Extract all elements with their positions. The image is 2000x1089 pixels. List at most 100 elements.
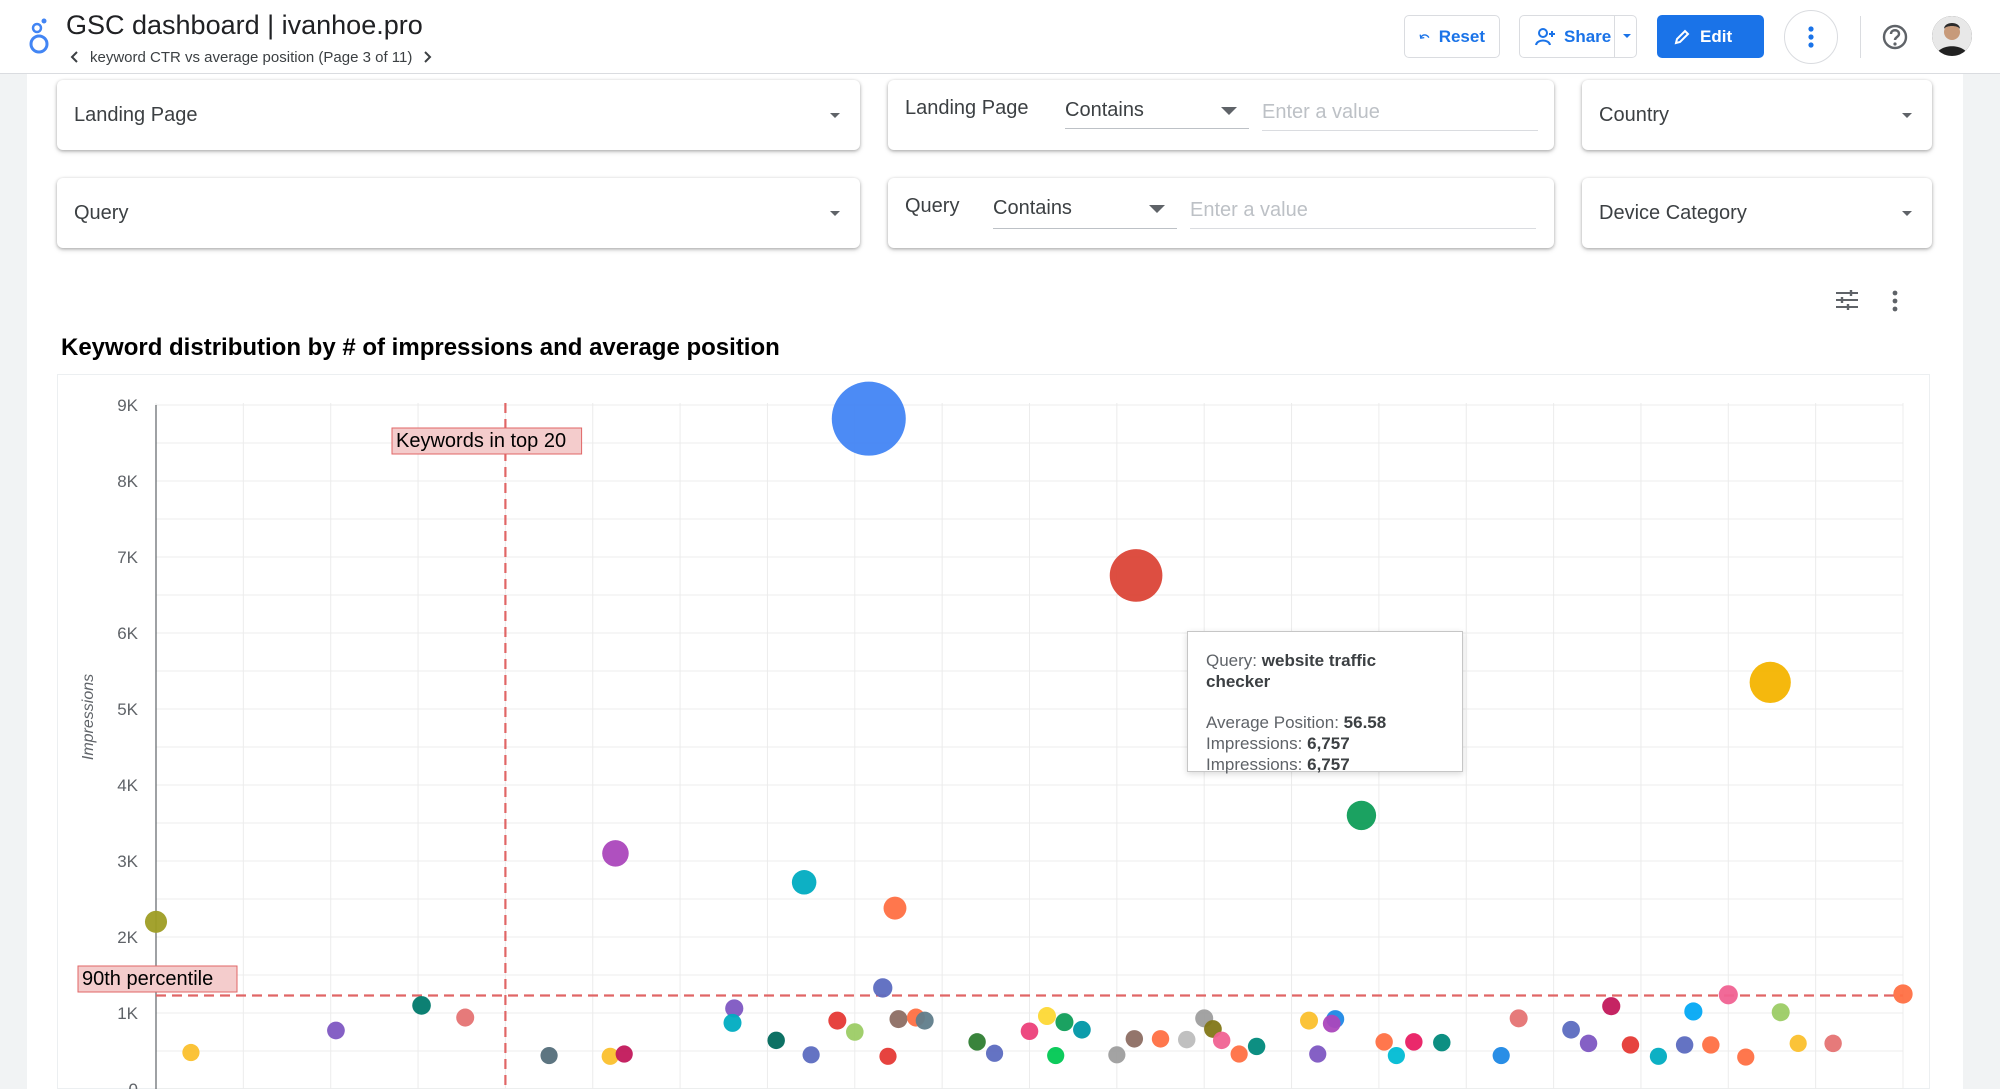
device-category-dropdown-label: Device Category bbox=[1599, 202, 1747, 224]
landing-page-dropdown[interactable]: Landing Page bbox=[57, 80, 860, 150]
data-point bbox=[1346, 800, 1377, 831]
device-category-dropdown[interactable]: Device Category bbox=[1582, 178, 1932, 248]
data-point bbox=[1433, 1033, 1451, 1052]
toolbar-divider bbox=[1860, 16, 1861, 58]
tooltip-avg-pos-value: 56.58 bbox=[1343, 713, 1387, 732]
data-point bbox=[456, 1008, 475, 1027]
reset-label: Reset bbox=[1438, 26, 1485, 46]
query-operator-select[interactable]: Contains bbox=[993, 193, 1177, 229]
data-point bbox=[1125, 1030, 1144, 1048]
data-point bbox=[1405, 1033, 1423, 1051]
data-point bbox=[725, 999, 744, 1018]
data-point bbox=[1055, 1013, 1074, 1032]
query-dropdown-label: Query bbox=[74, 202, 129, 224]
data-point bbox=[144, 910, 168, 933]
data-point bbox=[602, 840, 629, 867]
data-point bbox=[327, 1021, 345, 1040]
data-point bbox=[1718, 985, 1738, 1005]
pencil-icon bbox=[1674, 29, 1690, 44]
y-tick-label: 5K bbox=[117, 700, 138, 719]
data-point bbox=[846, 1023, 864, 1041]
tooltip-impressions2-value: 6,757 bbox=[1307, 755, 1350, 774]
next-page-icon[interactable] bbox=[418, 48, 436, 66]
data-point bbox=[1579, 1034, 1598, 1053]
percentile-annotation-label-text: 90th percentile bbox=[82, 968, 213, 990]
data-point bbox=[767, 1031, 785, 1050]
y-axis-title: Impressions bbox=[80, 674, 97, 760]
edit-button[interactable]: Edit bbox=[1657, 15, 1764, 58]
country-dropdown[interactable]: Country bbox=[1582, 80, 1932, 150]
help-icon[interactable] bbox=[1878, 20, 1912, 54]
tooltip-impressions-label: Impressions: bbox=[1206, 734, 1303, 753]
data-point bbox=[1230, 1045, 1248, 1063]
data-point bbox=[1387, 1046, 1405, 1065]
query-filter: Query Contains bbox=[888, 178, 1554, 248]
top-bar: GSC dashboard | ivanhoe.pro keyword CTR … bbox=[0, 0, 2000, 74]
undo-icon bbox=[1419, 33, 1430, 39]
landing-page-filter-label: Landing Page bbox=[905, 97, 1029, 119]
data-point bbox=[1702, 1036, 1720, 1054]
y-tick-label: 0 bbox=[129, 1080, 138, 1089]
landing-page-operator-value: Contains bbox=[1065, 99, 1144, 121]
dropdown-arrow-icon bbox=[830, 113, 840, 118]
landing-page-dropdown-label: Landing Page bbox=[74, 104, 198, 126]
data-point bbox=[915, 1011, 934, 1030]
data-point bbox=[1178, 1030, 1196, 1049]
data-point bbox=[1893, 984, 1913, 1004]
dropdown-arrow-icon bbox=[830, 211, 840, 216]
share-dropdown-icon[interactable] bbox=[1620, 31, 1634, 41]
data-point bbox=[1322, 1014, 1341, 1033]
percentile-annotation-label: 90th percentile bbox=[77, 965, 238, 993]
more-vert-icon bbox=[1808, 26, 1814, 48]
data-point bbox=[1737, 1048, 1755, 1066]
landing-page-operator-select[interactable]: Contains bbox=[1065, 95, 1249, 129]
tooltip-impressions-value: 6,757 bbox=[1307, 734, 1350, 753]
report-title[interactable]: GSC dashboard | ivanhoe.pro bbox=[66, 10, 423, 40]
query-value-input[interactable] bbox=[1190, 193, 1536, 229]
data-point bbox=[1675, 1036, 1694, 1054]
landing-page-value-input[interactable] bbox=[1262, 95, 1538, 131]
query-operator-value: Contains bbox=[993, 197, 1072, 219]
data-point bbox=[1602, 997, 1621, 1016]
top20-annotation-label-text: Keywords in top 20 bbox=[396, 430, 566, 452]
data-point bbox=[601, 1047, 619, 1065]
query-dropdown[interactable]: Query bbox=[57, 178, 860, 248]
user-avatar[interactable] bbox=[1932, 16, 1972, 56]
tooltip-query-label: Query: bbox=[1206, 651, 1258, 670]
tune-icon[interactable] bbox=[1834, 288, 1860, 312]
looker-studio-logo-icon[interactable] bbox=[24, 16, 54, 56]
y-tick-label: 2K bbox=[117, 928, 138, 947]
y-tick-label: 3K bbox=[117, 852, 138, 871]
previous-page-icon[interactable] bbox=[66, 48, 84, 66]
dropdown-arrow-icon bbox=[1902, 211, 1912, 216]
share-label: Share bbox=[1564, 26, 1612, 46]
reset-button[interactable]: Reset bbox=[1404, 15, 1500, 58]
y-tick-label: 7K bbox=[117, 548, 138, 567]
data-point bbox=[1509, 1009, 1528, 1028]
add-person-icon bbox=[1535, 27, 1555, 45]
data-point bbox=[1020, 1022, 1039, 1041]
data-point bbox=[1649, 1047, 1668, 1065]
data-point bbox=[1109, 549, 1163, 602]
data-point bbox=[412, 996, 431, 1015]
data-point bbox=[883, 896, 907, 920]
data-point bbox=[1309, 1045, 1327, 1063]
chart-more-vert-icon[interactable] bbox=[1891, 290, 1899, 312]
share-button[interactable]: Share bbox=[1519, 15, 1637, 58]
y-tick-label: 8K bbox=[117, 472, 138, 491]
more-options-button[interactable] bbox=[1784, 10, 1838, 64]
data-point bbox=[1212, 1031, 1231, 1050]
share-divider bbox=[1614, 15, 1615, 58]
landing-page-filter: Landing Page Contains bbox=[888, 80, 1554, 150]
data-point bbox=[615, 1045, 633, 1063]
data-point bbox=[1247, 1037, 1266, 1056]
data-point bbox=[182, 1043, 200, 1062]
data-point bbox=[1108, 1046, 1126, 1064]
dropdown-arrow-icon bbox=[1902, 113, 1912, 118]
edit-label: Edit bbox=[1700, 26, 1733, 46]
country-dropdown-label: Country bbox=[1599, 104, 1670, 126]
page-nav-label[interactable]: keyword CTR vs average position (Page 3 … bbox=[90, 48, 413, 66]
data-point bbox=[828, 1011, 847, 1030]
data-point bbox=[540, 1046, 558, 1065]
